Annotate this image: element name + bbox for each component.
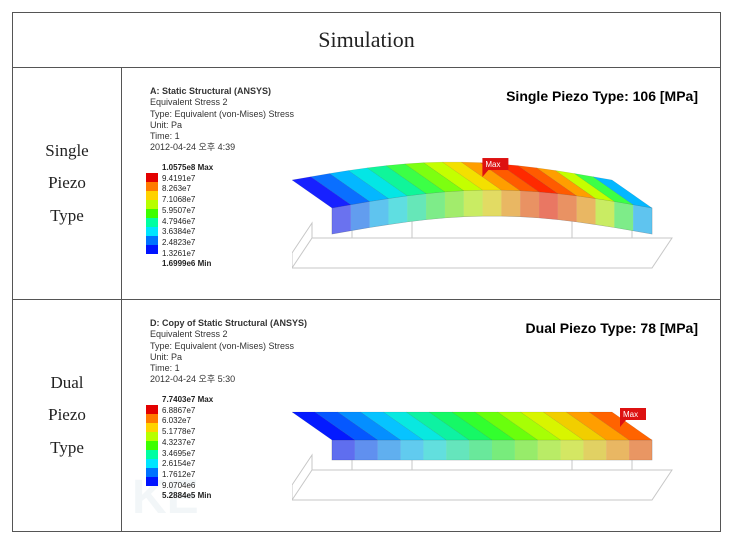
- result-badge: Dual Piezo Type: 78 [MPa]: [526, 320, 698, 336]
- legend-swatch: [146, 405, 158, 414]
- ansys-meta: A: Static Structural (ANSYS) Equivalent …: [150, 86, 294, 154]
- legend-swatch: [146, 191, 158, 200]
- simulation-table: Simulation SinglePiezoType A: Static Stru…: [12, 12, 721, 532]
- legend-swatch: [146, 209, 158, 218]
- table-row: DualPiezoTypeKED: Copy of Static Structu…: [13, 300, 720, 531]
- table-title: Simulation: [13, 13, 720, 68]
- legend-swatch: [146, 441, 158, 450]
- row-label: SinglePiezoType: [13, 68, 122, 299]
- legend-labels: 7.7403e7 Max6.8867e76.032e75.1778e74.323…: [162, 395, 213, 502]
- legend-swatch: [146, 477, 158, 486]
- legend-swatch: [146, 432, 158, 441]
- legend-swatch: [146, 450, 158, 459]
- legend-swatch: [146, 227, 158, 236]
- legend-swatch: [146, 173, 158, 182]
- legend-swatch: [146, 236, 158, 245]
- simulation-cell: A: Static Structural (ANSYS) Equivalent …: [122, 68, 720, 299]
- legend-swatch: [146, 245, 158, 254]
- legend-swatch: [146, 218, 158, 227]
- table-row: SinglePiezoType A: Static Structural (ANS…: [13, 68, 720, 300]
- legend-swatch: [146, 200, 158, 209]
- legend-swatch: [146, 468, 158, 477]
- stress-plot: Max: [292, 138, 692, 278]
- stress-plot: Max: [292, 370, 692, 510]
- simulation-cell: KED: Copy of Static Structural (ANSYS) E…: [122, 300, 720, 531]
- ansys-meta: D: Copy of Static Structural (ANSYS) Equ…: [150, 318, 307, 386]
- row-label: DualPiezoType: [13, 300, 122, 531]
- legend-swatch: [146, 459, 158, 468]
- legend-labels: 1.0575e8 Max9.4191e78.263e77.1068e75.950…: [162, 163, 213, 270]
- legend-swatch: [146, 182, 158, 191]
- legend-swatch: [146, 423, 158, 432]
- svg-text:Max: Max: [623, 410, 638, 419]
- result-badge: Single Piezo Type: 106 [MPa]: [506, 88, 698, 104]
- svg-text:Max: Max: [485, 160, 500, 169]
- legend-swatch: [146, 414, 158, 423]
